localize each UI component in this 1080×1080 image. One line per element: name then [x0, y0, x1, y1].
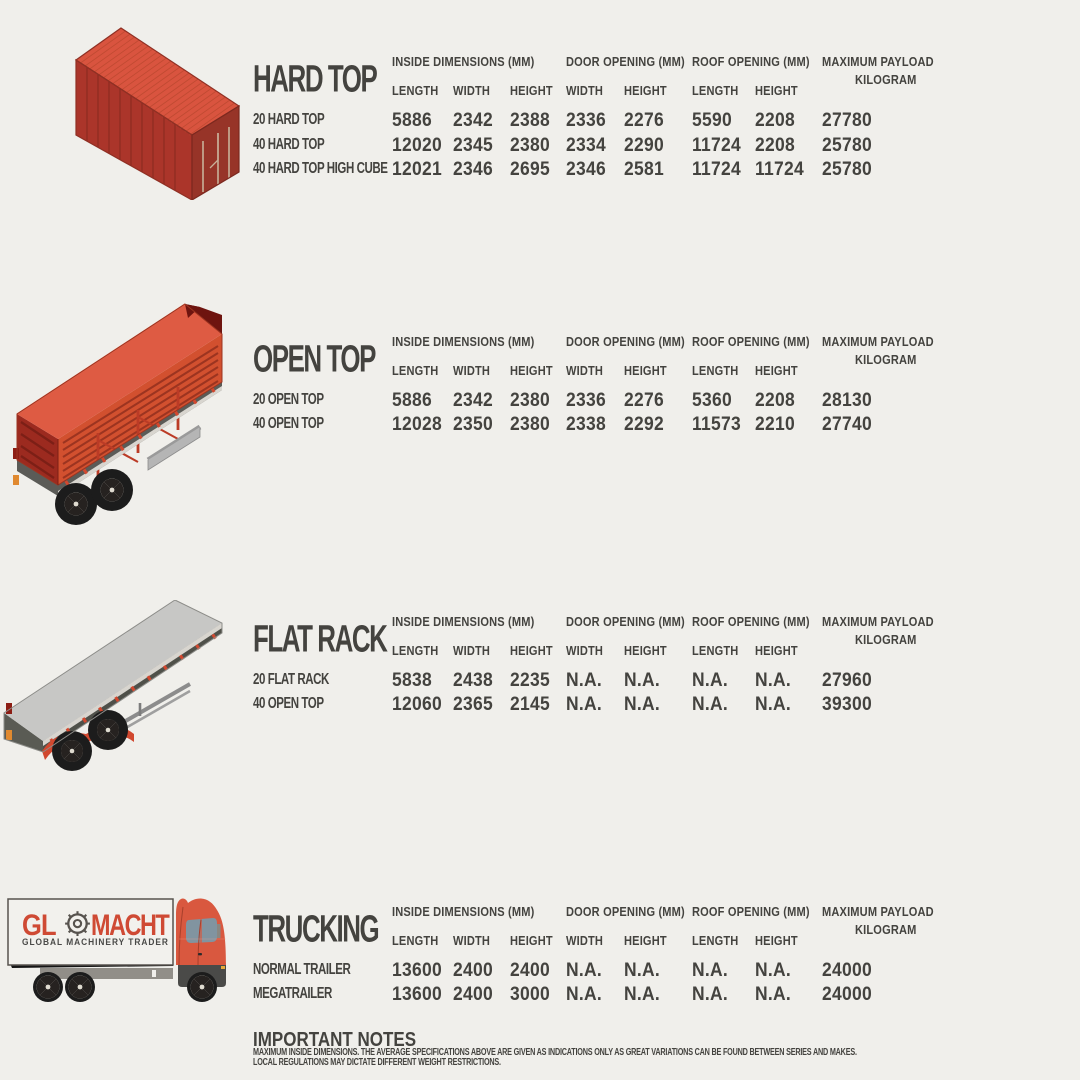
svg-text:GLOBAL MACHINERY TRADER: GLOBAL MACHINERY TRADER — [22, 937, 169, 948]
